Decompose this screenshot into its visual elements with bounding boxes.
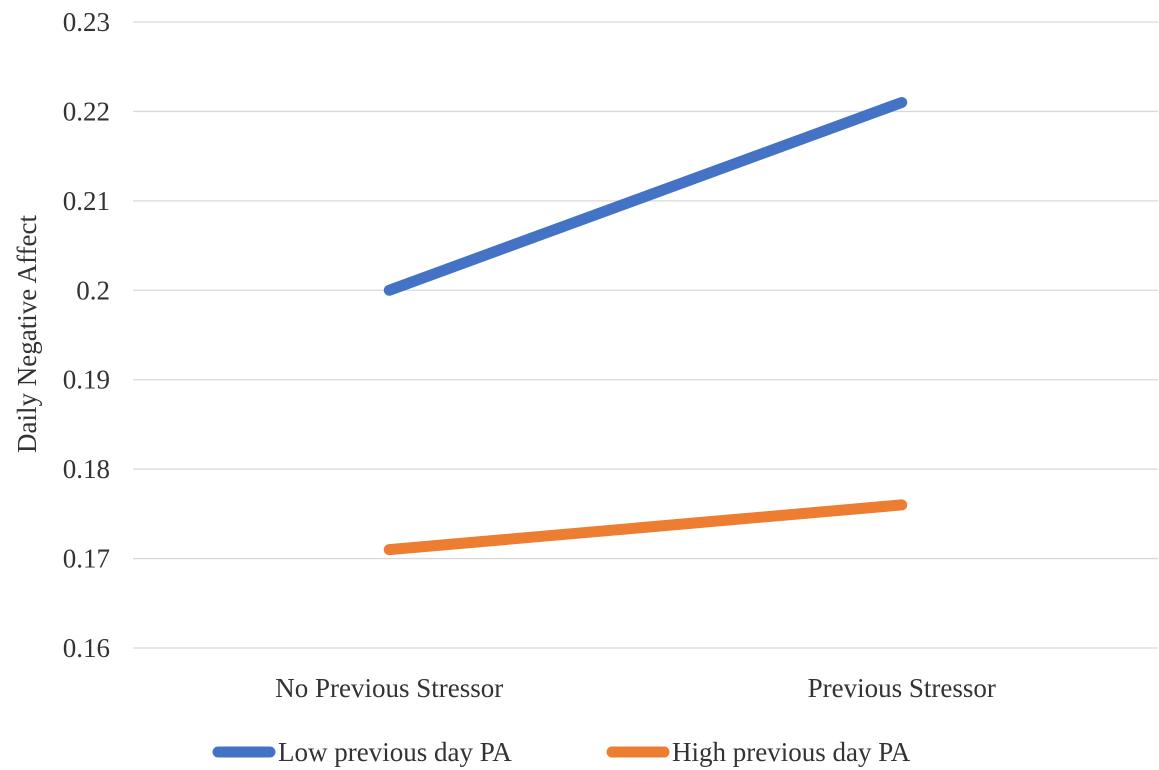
y-tick-label: 0.21 [63,186,110,216]
y-tick-label: 0.16 [63,633,110,663]
y-tick-label: 0.2 [76,275,110,305]
legend-label: High previous day PA [672,737,911,767]
y-tick-label: 0.19 [63,365,110,395]
y-tick-label: 0.18 [63,454,110,484]
gridlines [133,21,1158,649]
y-axis-tick-labels: 0.16 0.17 0.18 0.19 0.2 0.21 0.22 0.23 [63,7,110,663]
y-tick-label: 0.23 [63,7,110,37]
x-tick-label: Previous Stressor [808,673,996,703]
x-tick-label: No Previous Stressor [275,673,503,703]
y-tick-label: 0.17 [63,544,110,574]
series-line-1 [383,499,908,556]
x-axis-tick-labels: No Previous Stressor Previous Stressor [275,673,996,703]
legend: Low previous day PA High previous day PA [212,737,911,767]
y-tick-label: 0.22 [63,96,110,126]
legend-label: Low previous day PA [278,737,512,767]
y-axis-title: Daily Negative Affect [12,215,42,453]
series-line-0 [383,96,908,296]
series-lines [383,96,908,556]
